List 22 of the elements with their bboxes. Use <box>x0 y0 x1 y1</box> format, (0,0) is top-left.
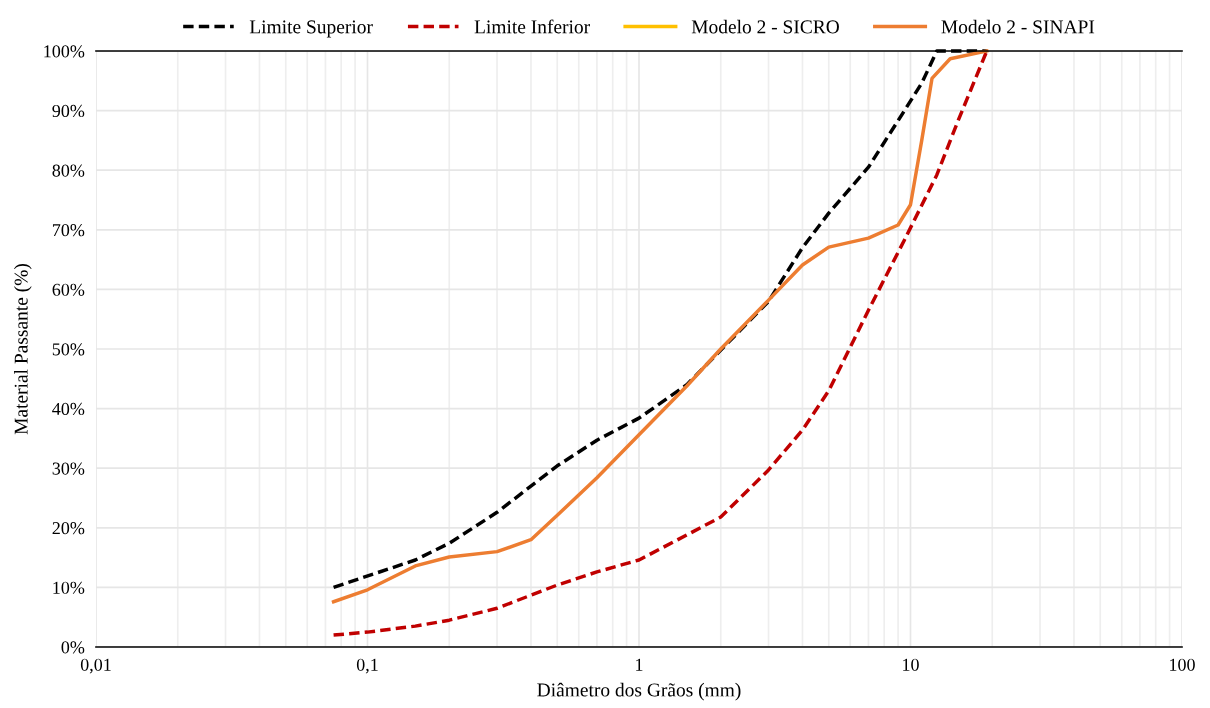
y-tick-label: 60% <box>52 283 85 296</box>
y-tick-label: 70% <box>52 224 85 237</box>
legend-label: Limite Superior <box>249 20 373 38</box>
y-tick-label: 20% <box>52 522 85 535</box>
x-tick-label: 1 <box>636 658 643 671</box>
x-tick-label: 10 <box>903 658 919 671</box>
y-tick-label: 80% <box>52 164 85 177</box>
legend-label: Modelo 2 - SINAPI <box>941 19 1095 34</box>
y-tick-label: 0% <box>61 641 85 654</box>
y-tick-label: 40% <box>52 402 85 416</box>
y-tick-label: 100% <box>44 45 85 58</box>
x-tick-label: 0,01 <box>80 658 111 674</box>
y-tick-label: 30% <box>52 462 85 475</box>
x-axis-title: Diâmetro dos Grãos (mm) <box>537 682 741 701</box>
y-axis-title: Material Passante (%) <box>14 264 32 435</box>
x-tick-label: 100 <box>1170 658 1195 671</box>
y-tick-label: 10% <box>53 581 85 594</box>
y-tick-label: 50% <box>52 343 85 356</box>
y-tick-label: 90% <box>52 104 85 118</box>
x-tick-label: 0,1 <box>356 658 378 674</box>
legend-label: Limite Inferior <box>474 19 590 34</box>
legend-label: Modelo 2 - SICRO <box>691 19 839 34</box>
